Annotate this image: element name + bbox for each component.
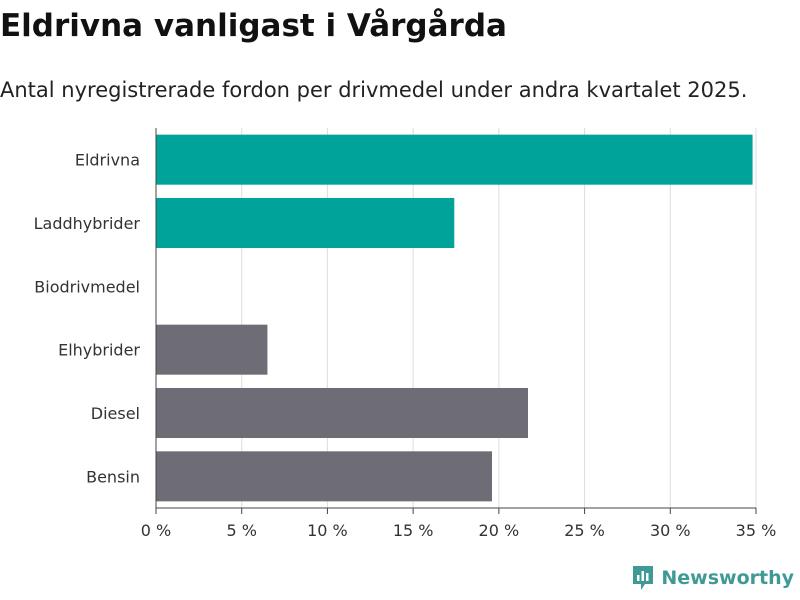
category-label: Diesel	[91, 404, 140, 423]
category-label: Biodrivmedel	[34, 277, 140, 296]
bar-laddhybrider	[156, 197, 455, 249]
category-label: Eldrivna	[75, 151, 140, 170]
x-tick-label: 35 %	[736, 521, 777, 540]
x-tick-label: 0 %	[141, 521, 171, 540]
logo-text: Newsworthy	[661, 567, 794, 589]
x-tick-label: 25 %	[564, 521, 605, 540]
x-tick-label: 5 %	[226, 521, 256, 540]
category-label: Laddhybrider	[34, 214, 141, 233]
bar-eldrivna	[156, 134, 753, 185]
bar-diesel	[156, 387, 528, 439]
x-tick-label: 15 %	[393, 521, 434, 540]
bar-bensin	[156, 451, 492, 502]
x-tick-label: 30 %	[650, 521, 691, 540]
newsworthy-logo: Newsworthy	[631, 564, 794, 592]
x-tick-label: 20 %	[479, 521, 520, 540]
chart-subtitle: Antal nyregistrerade fordon per drivmede…	[0, 78, 748, 102]
x-tick-label: 10 %	[307, 521, 348, 540]
bar-chart-icon	[633, 566, 654, 590]
chart-title: Eldrivna vanligast i Vårgårda	[0, 8, 507, 44]
category-label: Bensin	[86, 467, 140, 486]
bar-elhybrider	[156, 324, 268, 375]
category-label: Elhybrider	[58, 341, 140, 360]
